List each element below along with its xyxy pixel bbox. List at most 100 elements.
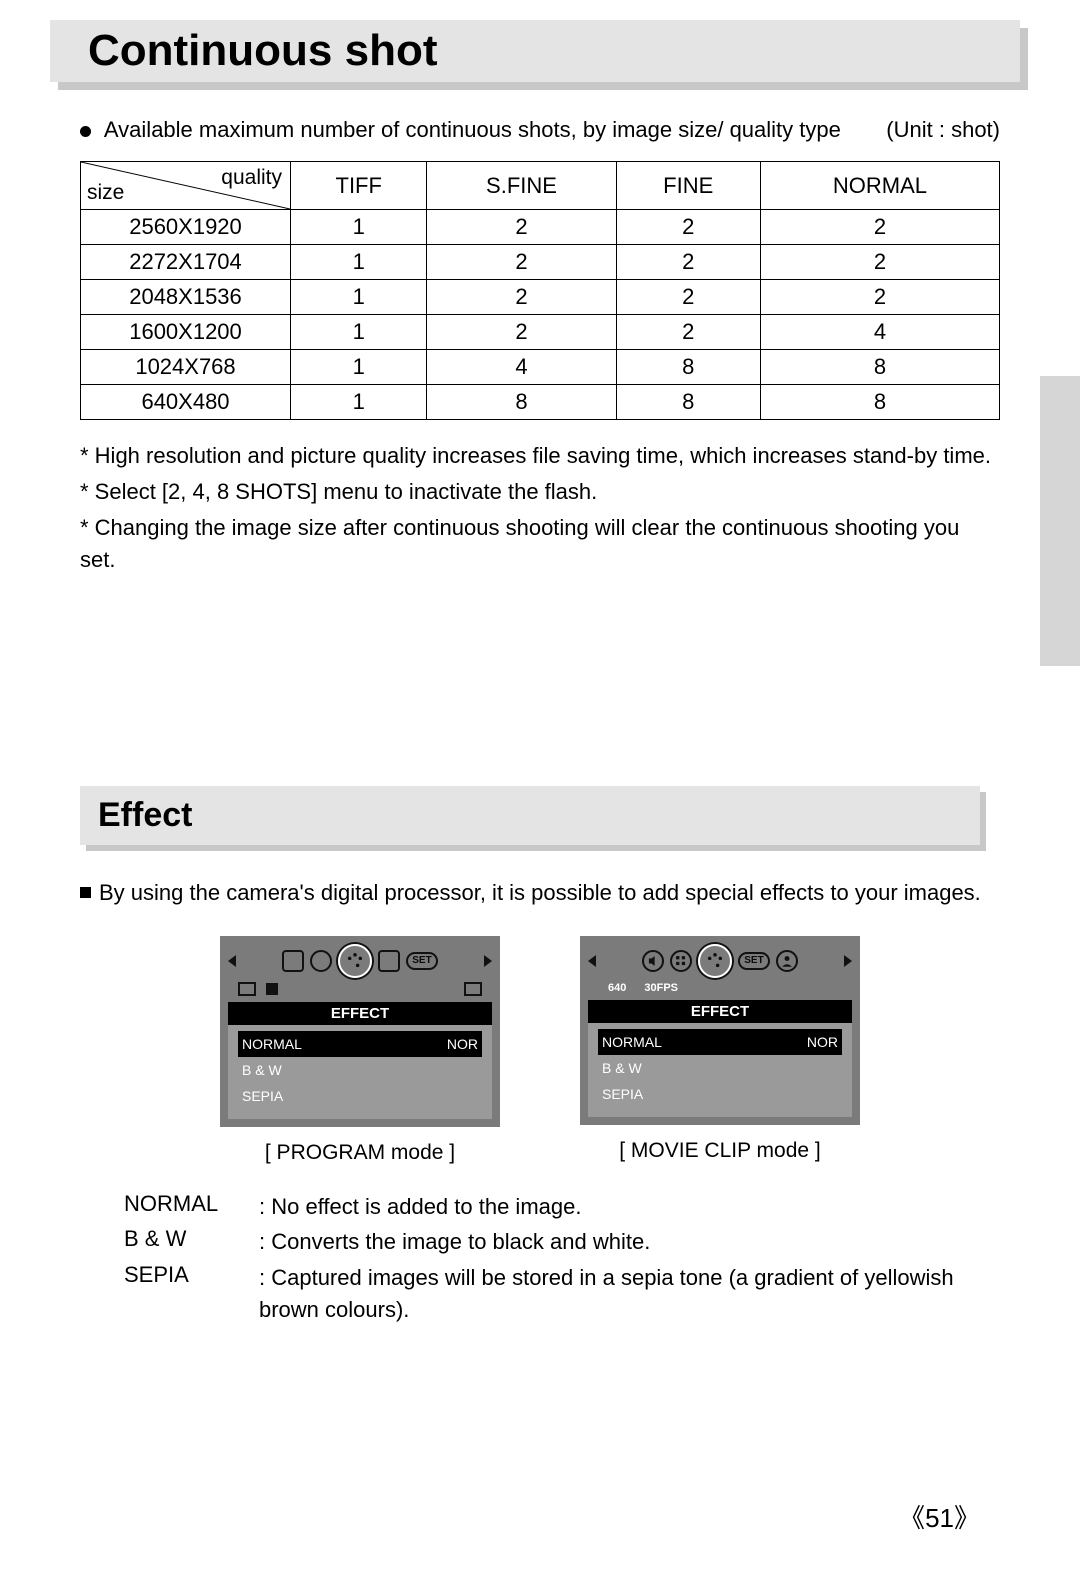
nav-right-icon — [844, 955, 852, 967]
effect-menu-item[interactable]: NORMAL NOR — [598, 1029, 842, 1055]
movie-fps-label: 30FPS — [644, 982, 678, 994]
row-value-cell: 1 — [291, 385, 427, 420]
movie-res-label: 640 — [608, 982, 626, 994]
table-row: 1600X12001224 — [81, 315, 1000, 350]
def-term-normal: NORMAL — [124, 1191, 259, 1223]
row-value-cell: 2 — [427, 210, 616, 245]
table-row: 640X4801888 — [81, 385, 1000, 420]
row-size-cell: 1024X768 — [81, 350, 291, 385]
corner-quality-label: quality — [221, 166, 282, 190]
sub-square-icon — [266, 983, 278, 995]
menu-item-label: B & W — [242, 1062, 282, 1078]
notes-block: * High resolution and picture quality in… — [80, 440, 1000, 576]
mode-icon — [310, 950, 332, 972]
col-header: TIFF — [291, 162, 427, 210]
row-value-cell: 8 — [427, 385, 616, 420]
row-size-cell: 2272X1704 — [81, 245, 291, 280]
row-size-cell: 2048X1536 — [81, 280, 291, 315]
def-term-sepia: SEPIA — [124, 1262, 259, 1326]
menu-body-movie: NORMAL NOR B & W SEPIA — [588, 1023, 852, 1117]
effect-menu-item[interactable]: NORMALNOR — [238, 1031, 482, 1057]
row-value-cell: 4 — [427, 350, 616, 385]
speaker-icon — [642, 950, 664, 972]
row-size-cell: 640X480 — [81, 385, 291, 420]
row-size-cell: 2560X1920 — [81, 210, 291, 245]
program-mode-screen: SET EFFECT NORMALNORB & WSEPIA [ PROGRAM… — [220, 936, 500, 1165]
row-value-cell: 2 — [616, 210, 760, 245]
note-line: * High resolution and picture quality in… — [80, 440, 1000, 472]
def-term-bw: B & W — [124, 1226, 259, 1258]
row-value-cell: 8 — [760, 350, 999, 385]
section-title-continuous: Continuous shot — [50, 20, 1020, 82]
meter-icon — [282, 950, 304, 972]
section-continuous-shot: Continuous shot — [50, 20, 1020, 82]
nav-right-icon — [484, 955, 492, 967]
row-value-cell: 1 — [291, 315, 427, 350]
effect-intro-text: By using the camera's digital processor,… — [99, 880, 981, 906]
intro-text: Available maximum number of continuous s… — [104, 117, 841, 142]
row-value-cell: 2 — [760, 245, 999, 280]
note-line: * Changing the image size after continuo… — [80, 512, 1000, 576]
row-value-cell: 1 — [291, 280, 427, 315]
col-header: FINE — [616, 162, 760, 210]
person-icon — [776, 950, 798, 972]
table-row: 2048X15361222 — [81, 280, 1000, 315]
menu-body-program: NORMALNOR B & W SEPIA — [228, 1025, 492, 1119]
shots-table: size quality TIFF S.FINE FINE NORMAL 256… — [80, 161, 1000, 420]
row-value-cell: 2 — [616, 280, 760, 315]
effect-menu-item[interactable]: SEPIA — [238, 1083, 482, 1109]
program-caption: [ PROGRAM mode ] — [220, 1141, 500, 1165]
unit-label: (Unit : shot) — [886, 117, 1000, 143]
nav-left-icon — [588, 955, 596, 967]
section-title-effect: Effect — [80, 786, 980, 845]
row-value-cell: 2 — [427, 315, 616, 350]
row-value-cell: 1 — [291, 210, 427, 245]
row-value-cell: 8 — [760, 385, 999, 420]
table-header-row: size quality TIFF S.FINE FINE NORMAL — [81, 162, 1000, 210]
menu-item-badge: NOR — [807, 1034, 838, 1050]
row-size-cell: 1600X1200 — [81, 315, 291, 350]
def-text-normal: : No effect is added to the image. — [259, 1191, 956, 1223]
row-value-cell: 2 — [616, 245, 760, 280]
menu-item-label: NORMAL — [242, 1036, 302, 1052]
row-value-cell: 8 — [616, 350, 760, 385]
grid-icon — [670, 950, 692, 972]
bullet-square-icon — [80, 887, 91, 898]
menu-header: EFFECT — [588, 1000, 852, 1023]
table-row: 2560X19201222 — [81, 210, 1000, 245]
note-line: * Select [2, 4, 8 SHOTS] menu to inactiv… — [80, 476, 1000, 508]
def-text-bw: : Converts the image to black and white. — [259, 1226, 956, 1258]
table-row: 1024X7681488 — [81, 350, 1000, 385]
set-pill: SET — [406, 952, 438, 970]
row-value-cell: 2 — [427, 280, 616, 315]
menu-item-label: B & W — [602, 1060, 642, 1076]
effect-menu-item[interactable]: B & W — [598, 1055, 842, 1081]
palette-icon — [698, 944, 732, 978]
effect-definitions: NORMAL : No effect is added to the image… — [80, 1191, 1000, 1327]
effect-menu-item[interactable]: B & W — [238, 1057, 482, 1083]
nav-left-icon — [228, 955, 236, 967]
movie-caption: [ MOVIE CLIP mode ] — [580, 1139, 860, 1163]
table-corner-cell: size quality — [81, 162, 291, 210]
row-value-cell: 2 — [427, 245, 616, 280]
movie-mode-screen: SET 640 30FPS EFFECT NORMAL NOR B & W SEPIA… — [580, 936, 860, 1165]
table-row: 2272X17041222 — [81, 245, 1000, 280]
row-value-cell: 1 — [291, 350, 427, 385]
row-value-cell: 2 — [760, 280, 999, 315]
row-value-cell: 1 — [291, 245, 427, 280]
effect-menu-item[interactable]: SEPIA — [598, 1081, 842, 1107]
def-text-sepia: : Captured images will be stored in a se… — [259, 1262, 956, 1326]
bullet-dot-icon — [80, 126, 91, 137]
palette-icon — [338, 944, 372, 978]
row-value-cell: 4 — [760, 315, 999, 350]
section-effect: Effect — [80, 786, 980, 845]
menu-item-label: SEPIA — [242, 1088, 283, 1104]
set-pill: SET — [738, 952, 770, 970]
row-value-cell: 8 — [616, 385, 760, 420]
corner-size-label: size — [87, 181, 124, 205]
col-header: S.FINE — [427, 162, 616, 210]
sub-box-icon — [238, 982, 256, 996]
page-number: 《51》 — [899, 1498, 980, 1535]
frame-icon — [378, 950, 400, 972]
menu-item-label: NORMAL — [602, 1034, 662, 1050]
